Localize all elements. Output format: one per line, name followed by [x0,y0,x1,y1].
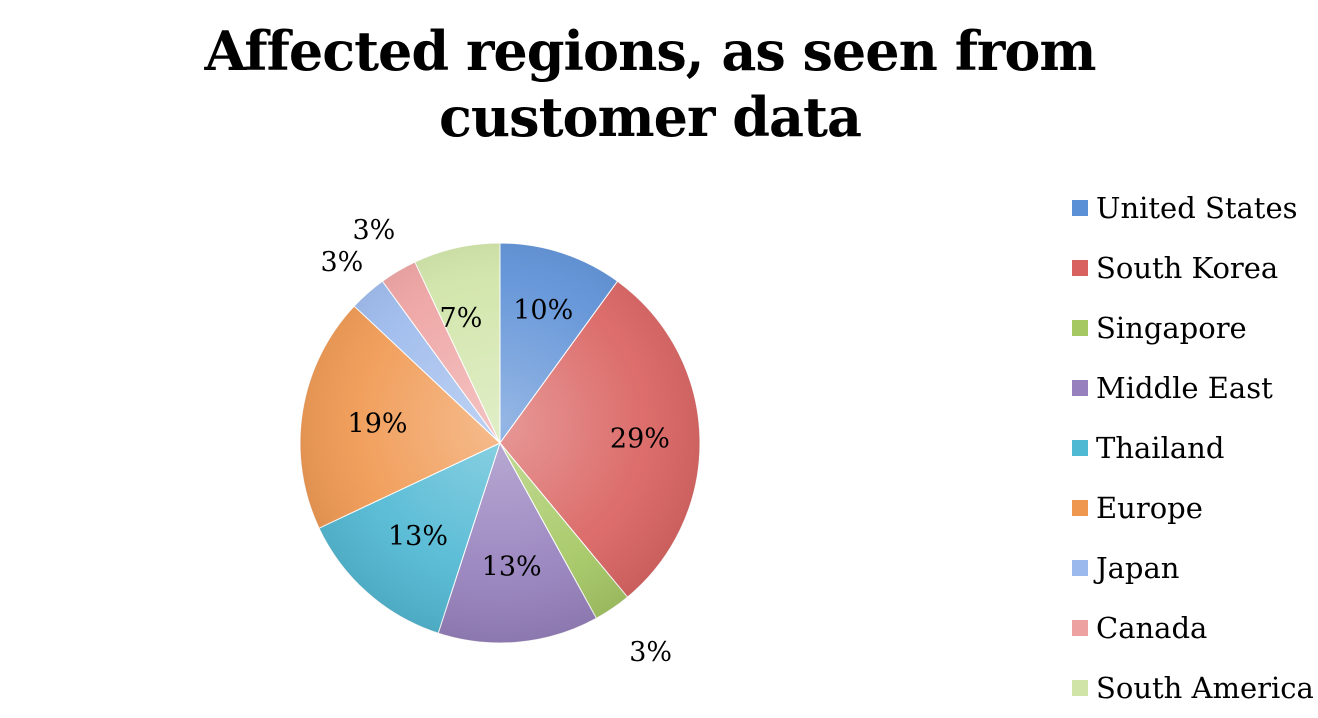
slice-label-thailand: 13% [388,521,448,552]
legend-swatch [1072,500,1088,516]
pie-slices [299,242,701,644]
slice-label-europe: 19% [348,409,408,440]
legend: United States South Korea Singapore Middle … [1072,178,1314,718]
legend-label: South Korea [1096,251,1279,285]
slice-label-singapore: 3% [629,637,672,668]
pie-shading [300,243,700,643]
legend-label: Japan [1096,551,1180,585]
legend-item-europe: Europe [1072,478,1314,538]
legend-swatch [1072,260,1088,276]
legend-label: Middle East [1096,371,1273,405]
legend-swatch [1072,560,1088,576]
legend-item-middle-east: Middle East [1072,358,1314,418]
legend-label: Europe [1096,491,1203,525]
legend-swatch [1072,620,1088,636]
slice-label-japan: 3% [321,247,364,278]
legend-swatch [1072,440,1088,456]
legend-swatch [1072,380,1088,396]
chart-title-line-2: customer data [439,85,862,149]
legend-item-singapore: Singapore [1072,298,1314,358]
slice-label-south-america: 7% [440,303,483,334]
legend-item-canada: Canada [1072,598,1314,658]
legend-label: Thailand [1096,431,1225,465]
slice-label-middle-east: 13% [482,551,542,582]
slice-label-south-korea: 29% [610,424,670,455]
slice-label-canada: 3% [352,215,395,246]
legend-item-south-america: South America [1072,658,1314,718]
pie-labels: 10%29%3%13%13%19%3%3%7% [321,215,673,668]
pie-chart: 10%29%3%13%13%19%3%3%7% [299,215,701,668]
legend-item-south-korea: South Korea [1072,238,1314,298]
legend-item-united-states: United States [1072,178,1314,238]
legend-label: Canada [1096,611,1208,645]
chart-title-line-1: Affected regions, as seen from [204,19,1096,83]
legend-label: South America [1096,671,1314,705]
slice-label-united-states: 10% [513,295,573,326]
legend-item-japan: Japan [1072,538,1314,598]
chart-title: Affected regions, as seen from customer … [0,18,1300,150]
legend-label: United States [1096,191,1298,225]
legend-swatch [1072,680,1088,696]
legend-label: Singapore [1096,311,1247,345]
legend-item-thailand: Thailand [1072,418,1314,478]
legend-swatch [1072,320,1088,336]
legend-swatch [1072,200,1088,216]
